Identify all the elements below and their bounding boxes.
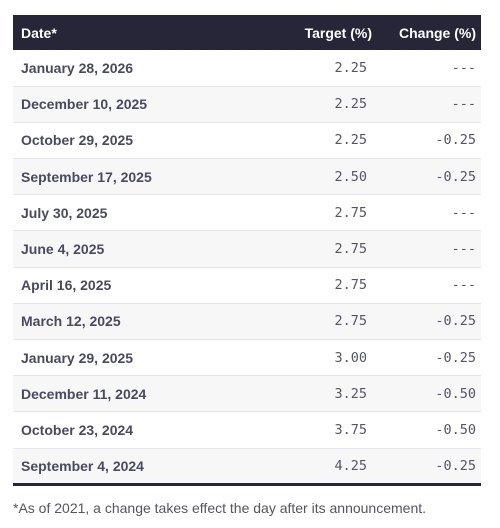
cell-target: 3.25 [334, 385, 367, 402]
cell-target: 2.75 [334, 241, 367, 258]
footnote: *As of 2021, a change takes effect the d… [13, 500, 427, 516]
cell-target: 2.75 [334, 204, 367, 221]
cell-change: -0.50 [435, 421, 476, 438]
table-header: Date* Target (%) Change (%) [13, 15, 481, 50]
table-row: July 30, 2025 2.75 --- [13, 194, 481, 231]
cell-date: September 4, 2024 [21, 457, 144, 474]
cell-target: 4.25 [334, 457, 367, 474]
cell-target: 2.25 [334, 59, 367, 76]
cell-date: January 29, 2025 [21, 349, 134, 366]
table-row: January 28, 2026 2.25 --- [13, 50, 481, 87]
table-row: December 11, 2024 3.25 -0.50 [13, 375, 481, 412]
table-row: December 10, 2025 2.25 --- [13, 86, 481, 123]
table-body: January 28, 2026 2.25 --- December 10, 2… [13, 50, 481, 485]
cell-date: December 10, 2025 [21, 96, 148, 113]
cell-change: -0.25 [435, 349, 476, 366]
table-row: June 4, 2025 2.75 --- [13, 230, 481, 268]
cell-target: 3.00 [334, 349, 367, 366]
cell-date: January 28, 2026 [21, 59, 134, 76]
cell-change: -0.25 [435, 457, 476, 474]
table-row: January 29, 2025 3.00 -0.25 [13, 339, 481, 376]
cell-target: 2.25 [334, 132, 367, 149]
header-target: Target (%) [304, 24, 372, 41]
header-date: Date* [21, 24, 57, 41]
cell-change: --- [451, 241, 476, 258]
cell-target: 2.75 [334, 313, 367, 330]
header-row: Date* Target (%) Change (%) [13, 15, 481, 50]
cell-change: -0.50 [435, 385, 476, 402]
cell-change: --- [451, 204, 476, 221]
cell-change: -0.25 [435, 313, 476, 330]
table-row: October 23, 2024 3.75 -0.50 [13, 411, 481, 449]
table-row: October 29, 2025 2.25 -0.25 [13, 122, 481, 159]
cell-date: October 29, 2025 [21, 132, 134, 149]
cell-change: -0.25 [435, 132, 476, 149]
cell-date: April 16, 2025 [21, 277, 112, 294]
cell-target: 2.75 [334, 277, 367, 294]
cell-target: 2.25 [334, 96, 367, 113]
cell-change: -0.25 [435, 168, 476, 185]
table-row: April 16, 2025 2.75 --- [13, 267, 481, 304]
cell-date: July 30, 2025 [21, 204, 108, 221]
cell-change: --- [451, 96, 476, 113]
table-row: March 12, 2025 2.75 -0.25 [13, 303, 481, 340]
cell-date: December 11, 2024 [21, 385, 147, 402]
rate-table: Date* Target (%) Change (%) January 28, … [13, 15, 481, 486]
cell-target: 3.75 [334, 421, 367, 438]
cell-date: June 4, 2025 [21, 241, 105, 258]
cell-change: --- [451, 277, 476, 294]
header-change: Change (%) [399, 24, 476, 41]
table-row: September 4, 2024 4.25 -0.25 [13, 448, 481, 485]
cell-date: October 23, 2024 [21, 421, 134, 438]
cell-change: --- [451, 59, 476, 76]
table-row: September 17, 2025 2.50 -0.25 [13, 158, 481, 195]
cell-date: March 12, 2025 [21, 313, 121, 330]
cell-target: 2.50 [334, 168, 367, 185]
rate-table-container: Date* Target (%) Change (%) January 28, … [13, 15, 481, 486]
cell-date: September 17, 2025 [21, 168, 152, 185]
